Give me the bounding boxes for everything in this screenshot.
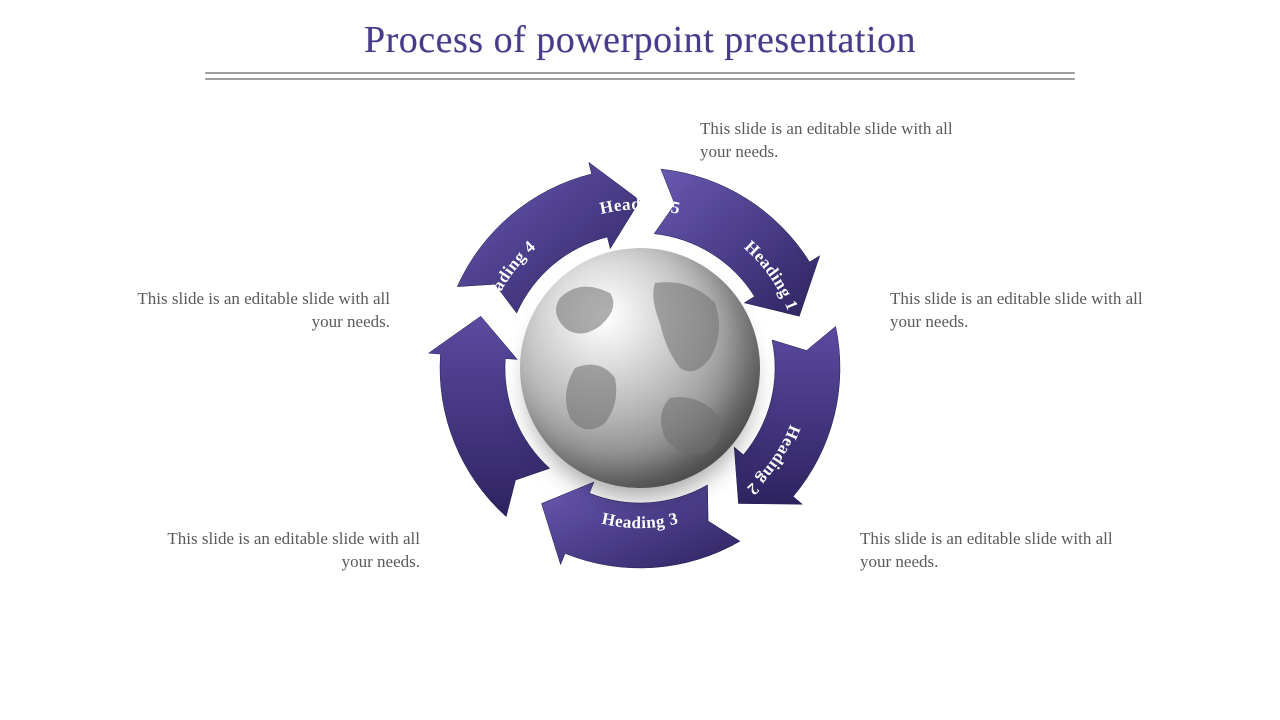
cycle-diagram: This slide is an editable slide with all… bbox=[0, 88, 1280, 688]
title-block: Process of powerpoint presentation bbox=[0, 0, 1280, 80]
desc-3: This slide is an editable slide with all… bbox=[860, 528, 1120, 574]
globe-icon bbox=[520, 248, 760, 488]
desc-5: This slide is an editable slide with all… bbox=[130, 288, 390, 334]
segment-label-5: Heading 5 bbox=[598, 194, 682, 218]
slide-title: Process of powerpoint presentation bbox=[0, 18, 1280, 62]
desc-2: This slide is an editable slide with all… bbox=[890, 288, 1150, 334]
title-underline bbox=[205, 72, 1075, 80]
desc-4: This slide is an editable slide with all… bbox=[160, 528, 420, 574]
